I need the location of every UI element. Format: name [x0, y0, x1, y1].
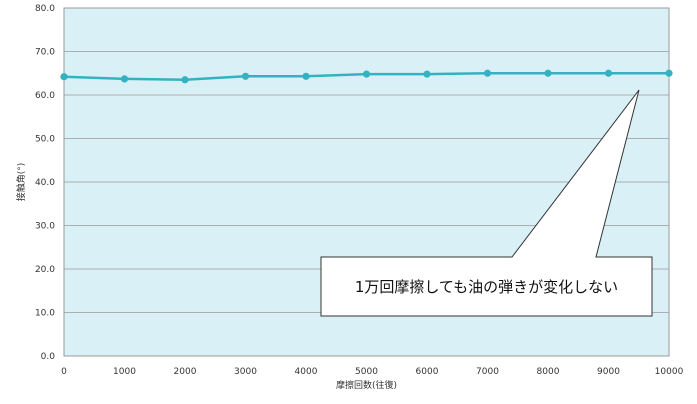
y-tick-label: 30.0 — [35, 222, 55, 232]
y-tick-label: 80.0 — [35, 4, 55, 14]
y-axis-label: 接触角(°) — [15, 163, 27, 202]
data-point — [362, 70, 371, 78]
data-point — [483, 69, 492, 77]
x-tick-label: 6000 — [416, 367, 439, 377]
data-point — [181, 76, 189, 84]
data-point — [544, 69, 552, 77]
data-point — [120, 75, 129, 83]
data-point — [241, 72, 250, 80]
y-tick-label: 50.0 — [35, 135, 55, 145]
x-tick-label: 4000 — [295, 367, 318, 377]
data-point — [302, 72, 310, 80]
x-tick-label: 7000 — [476, 367, 499, 377]
x-tick-label: 2000 — [174, 367, 197, 377]
y-axis-ticks: 0.0 10.0 20.0 30.0 40.0 50.0 60.0 70.0 80.0 — [35, 4, 55, 362]
annotation-callout: 1万回摩擦しても油の弾きが変化しない — [320, 89, 653, 317]
data-point — [423, 70, 431, 78]
x-tick-label: 0 — [61, 367, 67, 377]
y-tick-label: 70.0 — [35, 48, 55, 58]
y-tick-label: 10.0 — [35, 309, 55, 319]
data-point — [604, 69, 613, 77]
x-tick-label: 5000 — [355, 367, 378, 377]
x-tick-label: 1000 — [113, 367, 136, 377]
y-tick-label: 20.0 — [35, 265, 55, 275]
x-axis-ticks: 0 1000 2000 3000 4000 5000 6000 7000 8000 9000 100… — [61, 367, 683, 377]
series-contact-angle — [60, 69, 673, 84]
data-point — [665, 69, 673, 77]
x-tick-label: 8000 — [537, 367, 560, 377]
x-axis-label: 摩擦回数(往復) — [336, 379, 397, 391]
callout-bubble — [320, 89, 653, 317]
x-tick-label: 9000 — [597, 367, 620, 377]
y-tick-label: 0.0 — [41, 352, 56, 362]
x-tick-label: 10000 — [655, 367, 684, 377]
x-tick-label: 3000 — [234, 367, 257, 377]
data-point — [60, 73, 68, 81]
y-tick-label: 60.0 — [35, 91, 55, 101]
y-tick-label: 40.0 — [35, 178, 55, 188]
callout-text: 1万回摩擦しても油の弾きが変化しない — [355, 278, 618, 296]
